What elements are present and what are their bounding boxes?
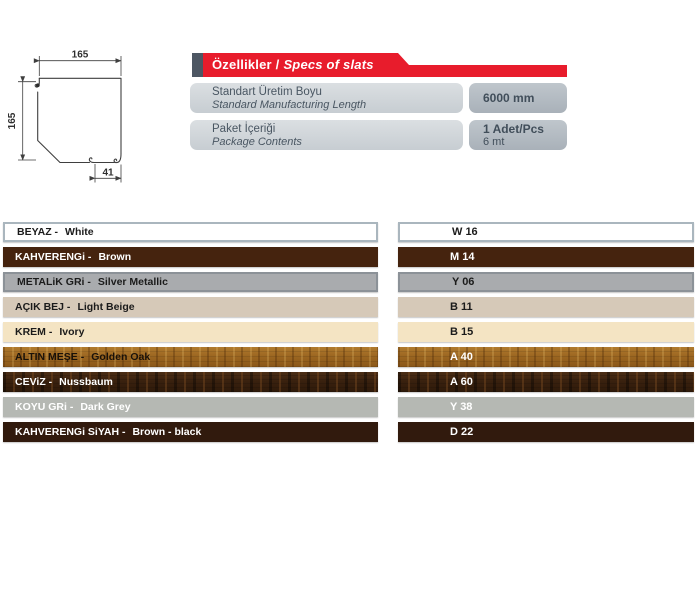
color-row-code: B 11 bbox=[398, 297, 694, 317]
color-row-name: ALTIN MEŞE - Golden Oak bbox=[3, 347, 378, 367]
profile-drawing: 165 165 41 bbox=[5, 45, 190, 195]
dim-left bbox=[18, 76, 36, 161]
color-row-name: KAHVERENGi - Brown bbox=[3, 247, 378, 267]
color-row-name: KOYU GRi - Dark Grey bbox=[3, 397, 378, 417]
specs-title-english: Specs of slats bbox=[283, 57, 374, 72]
color-name-english: Brown bbox=[98, 251, 132, 263]
specs-header-title: Özellikler / Specs of slats bbox=[212, 53, 374, 77]
color-row-name: KREM - Ivory bbox=[3, 322, 378, 342]
profile-outline bbox=[34, 77, 122, 164]
color-name-english: White bbox=[65, 226, 94, 238]
color-name-english: Dark Grey bbox=[80, 401, 131, 413]
color-name-turkish: BEYAZ - bbox=[17, 226, 59, 238]
spec-value: 6000 mm bbox=[469, 83, 567, 113]
color-name-turkish: KAHVERENGi SiYAH - bbox=[15, 426, 126, 438]
color-row-code: D 22 bbox=[398, 422, 694, 442]
color-name-turkish: KOYU GRi - bbox=[15, 401, 74, 413]
spec-label-tr: Standart Üretim Boyu bbox=[212, 86, 322, 98]
spec-value-line: 6000 mm bbox=[483, 90, 535, 105]
profile-drawing-svg: 165 165 41 bbox=[7, 50, 122, 183]
color-row-name: METALiK GRi - Silver Metallic bbox=[3, 272, 378, 292]
spec-value: 1 Adet/Pcs 6 mt bbox=[469, 120, 567, 150]
dim-bottom bbox=[89, 164, 122, 183]
dim-top-label: 165 bbox=[72, 50, 89, 61]
spec-label: Standart Üretim Boyu Standard Manufacturi… bbox=[190, 83, 463, 113]
color-name-turkish: KAHVERENGi - bbox=[15, 251, 92, 263]
color-row-code: W 16 bbox=[398, 222, 694, 242]
dim-bottom-label: 41 bbox=[102, 168, 114, 179]
color-name-turkish: KREM - bbox=[15, 326, 53, 338]
color-name-turkish: AÇIK BEJ - bbox=[15, 301, 71, 313]
color-row-name: CEViZ - Nussbaum bbox=[3, 372, 378, 392]
spec-label-en: Package Contents bbox=[212, 135, 302, 148]
color-row-code: A 60 bbox=[398, 372, 694, 392]
dim-top bbox=[33, 56, 122, 76]
color-name-turkish: CEViZ - bbox=[15, 376, 53, 388]
spec-label-en: Standard Manufacturing Length bbox=[212, 98, 367, 111]
color-name-turkish: ALTIN MEŞE - bbox=[15, 351, 85, 363]
spec-label: Paket İçeriği Package Contents bbox=[190, 120, 463, 150]
color-row-name: KAHVERENGi SiYAH - Brown - black bbox=[3, 422, 378, 442]
color-name-english: Golden Oak bbox=[91, 351, 151, 363]
spec-label-tr: Paket İçeriği bbox=[212, 123, 276, 135]
color-name-english: Light Beige bbox=[77, 301, 135, 313]
color-row-code: Y 38 bbox=[398, 397, 694, 417]
profile-hook-detail bbox=[35, 83, 40, 88]
dim-left-label: 165 bbox=[7, 112, 18, 129]
color-name-english: Brown - black bbox=[132, 426, 202, 438]
specs-title-turkish: Özellikler / bbox=[212, 57, 280, 72]
color-row-name: BEYAZ - White bbox=[3, 222, 378, 242]
color-name-turkish: METALiK GRi - bbox=[17, 276, 91, 288]
color-name-english: Silver Metallic bbox=[97, 276, 168, 288]
spec-value-line: 6 mt bbox=[483, 135, 505, 148]
spec-value-line: 1 Adet/Pcs bbox=[483, 121, 544, 136]
color-row-name: AÇIK BEJ - Light Beige bbox=[3, 297, 378, 317]
header-accent-bar bbox=[192, 53, 203, 77]
color-row-code: M 14 bbox=[398, 247, 694, 267]
color-name-english: Ivory bbox=[59, 326, 85, 338]
color-row-code: B 15 bbox=[398, 322, 694, 342]
color-row-code: Y 06 bbox=[398, 272, 694, 292]
color-row-code: A 40 bbox=[398, 347, 694, 367]
specs-header-ribbon: Özellikler / Specs of slats bbox=[203, 53, 567, 77]
color-name-english: Nussbaum bbox=[59, 376, 113, 388]
